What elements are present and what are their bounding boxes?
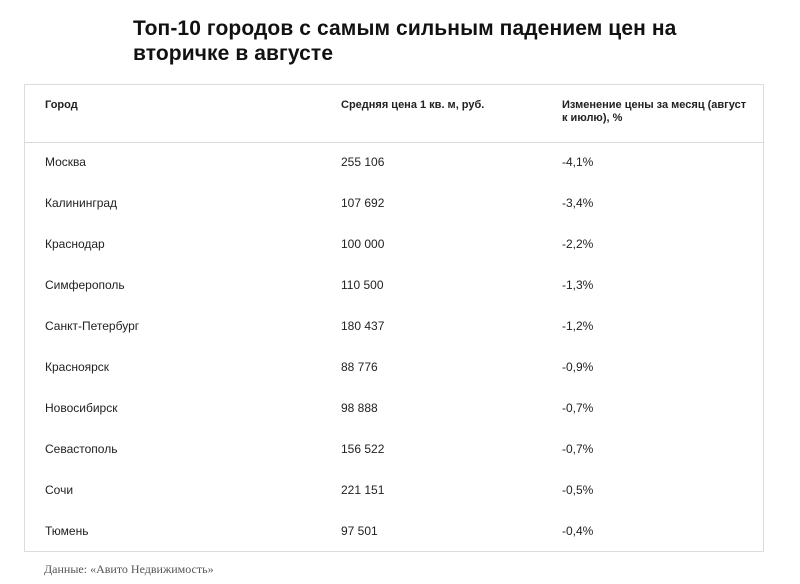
table-row: Москва 255 106 -4,1% xyxy=(25,143,763,184)
cell-price: 98 888 xyxy=(341,401,378,415)
table-row: Севастополь 156 522 -0,7% xyxy=(25,430,763,471)
cell-city: Калининград xyxy=(45,196,118,210)
cell-change: -1,2% xyxy=(562,319,594,333)
cell-city: Новосибирск xyxy=(45,401,118,415)
cell-city: Санкт-Петербург xyxy=(45,319,140,333)
source-note: Данные: «Авито Недвижимость» xyxy=(44,562,214,576)
cell-price: 156 522 xyxy=(341,442,385,456)
cell-price: 100 000 xyxy=(341,237,385,251)
table-body: Москва 255 106 -4,1% Калининград 107 692… xyxy=(25,143,763,553)
cell-change: -4,1% xyxy=(562,155,594,169)
cell-change: -0,7% xyxy=(562,401,594,415)
cell-price: 180 437 xyxy=(341,319,385,333)
column-header-change: Изменение цены за месяц (август к июлю),… xyxy=(562,99,747,124)
table-row: Краснодар 100 000 -2,2% xyxy=(25,225,763,266)
table-row: Новосибирск 98 888 -0,7% xyxy=(25,389,763,430)
column-header-city: Город xyxy=(45,99,78,111)
cell-city: Тюмень xyxy=(45,524,89,538)
cell-price: 97 501 xyxy=(341,524,378,538)
data-table: Город Средняя цена 1 кв. м, руб. Изменен… xyxy=(24,84,764,552)
table-row: Сочи 221 151 -0,5% xyxy=(25,471,763,512)
cell-change: -0,7% xyxy=(562,442,594,456)
table-row: Санкт-Петербург 180 437 -1,2% xyxy=(25,307,763,348)
cell-change: -1,3% xyxy=(562,278,594,292)
cell-price: 110 500 xyxy=(341,278,384,292)
column-header-price: Средняя цена 1 кв. м, руб. xyxy=(341,99,485,111)
cell-change: -2,2% xyxy=(562,237,594,251)
cell-change: -0,5% xyxy=(562,483,594,497)
cell-change: -3,4% xyxy=(562,196,594,210)
table-row: Красноярск 88 776 -0,9% xyxy=(25,348,763,389)
cell-city: Сочи xyxy=(45,483,74,497)
page-title: Топ-10 городов с самым сильным падением … xyxy=(133,17,677,65)
cell-price: 107 692 xyxy=(341,196,385,210)
table-row: Калининград 107 692 -3,4% xyxy=(25,184,763,225)
table-row: Симферополь 110 500 -1,3% xyxy=(25,266,763,307)
cell-price: 88 776 xyxy=(341,360,378,374)
table-row: Тюмень 97 501 -0,4% xyxy=(25,512,763,553)
cell-change: -0,4% xyxy=(562,524,594,538)
cell-city: Красноярск xyxy=(45,360,110,374)
cell-change: -0,9% xyxy=(562,360,594,374)
cell-price: 221 151 xyxy=(341,483,385,497)
cell-price: 255 106 xyxy=(341,155,385,169)
cell-city: Москва xyxy=(45,155,86,169)
cell-city: Краснодар xyxy=(45,237,105,251)
table-header-row: Город Средняя цена 1 кв. м, руб. Изменен… xyxy=(25,85,763,143)
cell-city: Симферополь xyxy=(45,278,125,292)
cell-city: Севастополь xyxy=(45,442,118,456)
